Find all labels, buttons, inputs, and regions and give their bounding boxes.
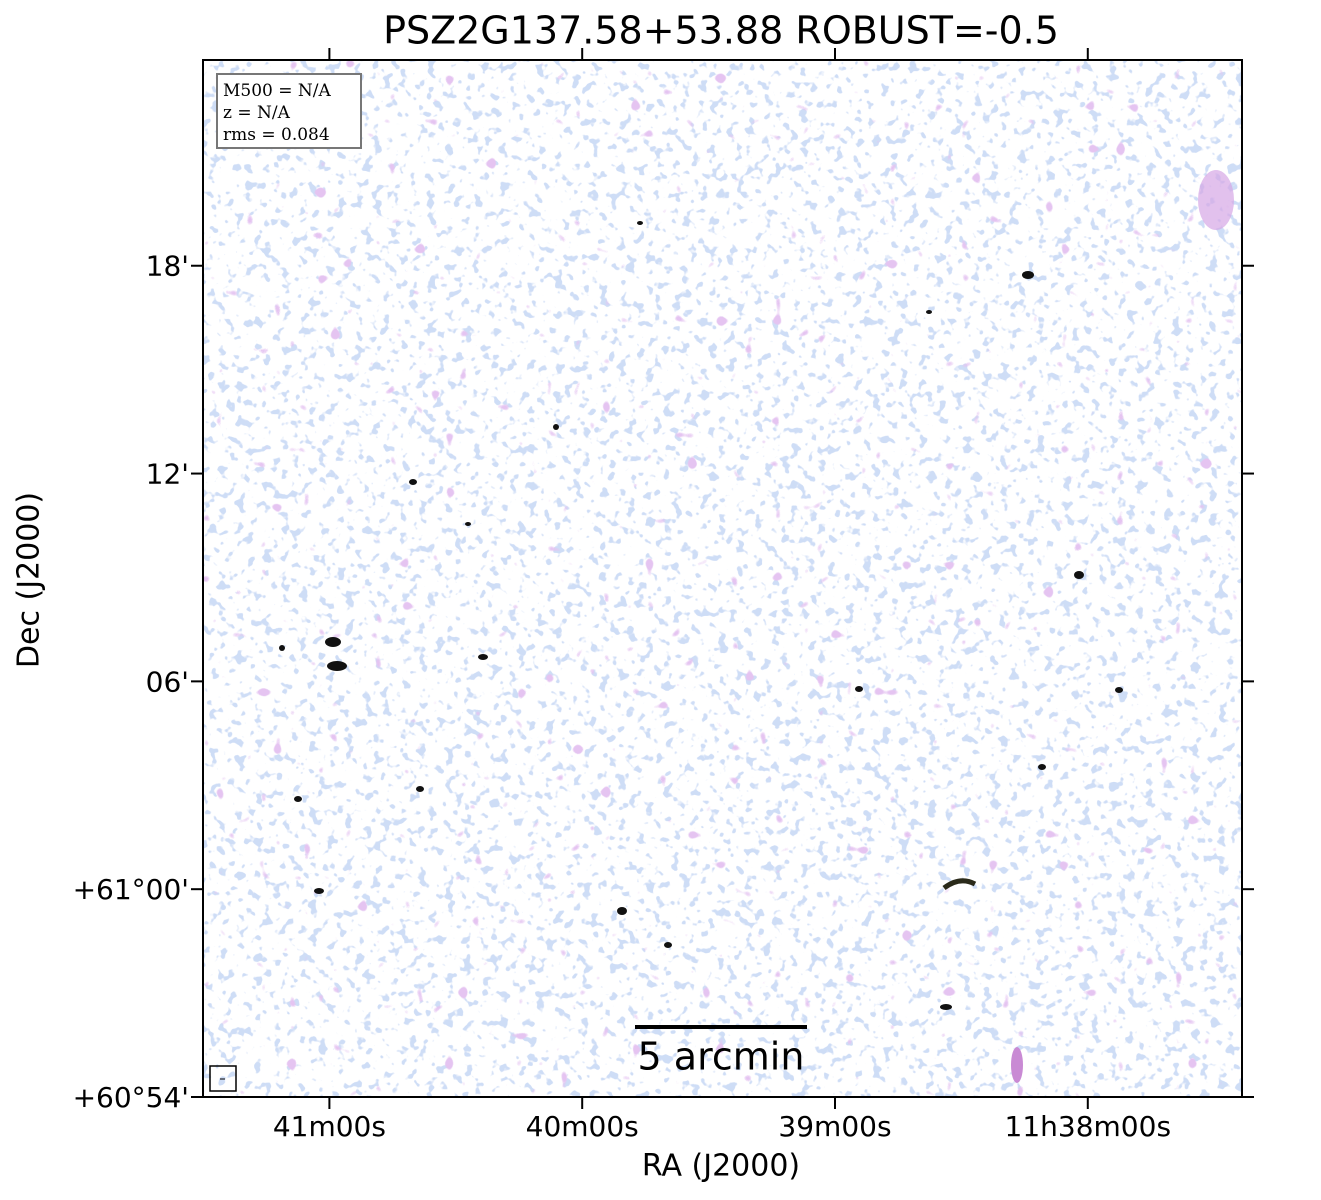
y-tick-label: 18' [146, 250, 189, 283]
x-tick-label: 11h38m00s [1005, 1110, 1172, 1143]
x-tick-label: 41m00s [273, 1110, 386, 1143]
annotation: M500 = N/A [223, 81, 332, 101]
x-tick-label: 40m00s [526, 1110, 639, 1143]
annotation: z = N/A [223, 103, 291, 123]
x-tick-label: 39m00s [778, 1110, 891, 1143]
y-tick-label: 12' [146, 458, 189, 491]
sky-image [203, 60, 1242, 1097]
chart-title: PSZ2G137.58+53.88 ROBUST=-0.5 [383, 9, 1059, 53]
plot-frame [202, 59, 1243, 1098]
info-box: M500 = N/A z = N/A rms = 0.084 [216, 73, 362, 149]
y-tick-label: +61°00' [73, 873, 189, 906]
y-tick-label: +60°54' [73, 1081, 189, 1114]
y-tick-label: 06' [146, 665, 189, 698]
scale-bar-label: 5 arcmin [638, 1035, 805, 1079]
annotation: rms = 0.084 [223, 125, 330, 145]
x-axis-label: RA (J2000) [642, 1149, 800, 1184]
y-axis-label: Dec (J2000) [12, 492, 47, 668]
